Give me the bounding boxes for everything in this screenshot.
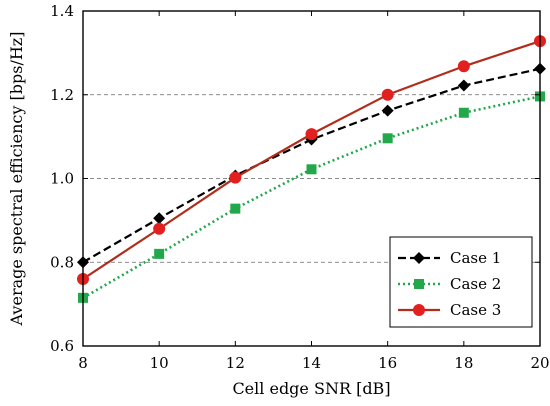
series-1-point-4 xyxy=(382,133,393,144)
legend-marker-2 xyxy=(413,304,425,316)
x-tick-label-3: 14 xyxy=(302,354,321,372)
series-0-point-5 xyxy=(457,79,470,92)
series-1-point-3 xyxy=(306,164,317,175)
series-1-point-1 xyxy=(154,248,165,259)
series-0-point-1 xyxy=(153,212,166,225)
y-tick-label-3: 1.2 xyxy=(50,86,74,104)
y-tick-label-0: 0.6 xyxy=(50,337,74,355)
y-tick-label-4: 1.4 xyxy=(50,2,74,20)
series-2-point-3 xyxy=(305,128,318,141)
series-2 xyxy=(77,35,546,285)
series-0-point-4 xyxy=(381,104,394,117)
legend: Case 1 Case 2 Case 3 xyxy=(389,236,533,328)
series-2-point-2 xyxy=(229,171,242,184)
y-tick-label-1: 0.8 xyxy=(50,253,74,271)
x-axis-label: Cell edge SNR [dB] xyxy=(232,379,390,398)
legend-label-2: Case 3 xyxy=(450,301,501,319)
legend-marker-0 xyxy=(413,252,425,264)
series-2-point-5 xyxy=(457,60,470,73)
series-2-point-4 xyxy=(381,88,394,101)
x-tick-label-4: 16 xyxy=(378,354,397,372)
legend-label-1: Case 2 xyxy=(450,275,501,293)
legend-marker-1 xyxy=(414,279,424,289)
series-2-point-1 xyxy=(153,222,166,235)
series-1-point-2 xyxy=(230,203,241,214)
series-1-point-5 xyxy=(458,107,469,118)
y-axis-label: Average spectral efficiency [bps/Hz] xyxy=(7,32,26,327)
x-tick-label-0: 8 xyxy=(78,354,88,372)
y-tick-label-2: 1.0 xyxy=(50,170,74,188)
x-tick-label-2: 12 xyxy=(226,354,245,372)
x-tick-label-5: 18 xyxy=(454,354,473,372)
legend-label-0: Case 1 xyxy=(450,249,501,267)
axis-ticks: 8 10 12 14 16 18 20 0.6 0.8 1.0 1.2 1.4 xyxy=(50,2,549,372)
x-tick-label-1: 10 xyxy=(150,354,169,372)
x-tick-label-6: 20 xyxy=(530,354,549,372)
